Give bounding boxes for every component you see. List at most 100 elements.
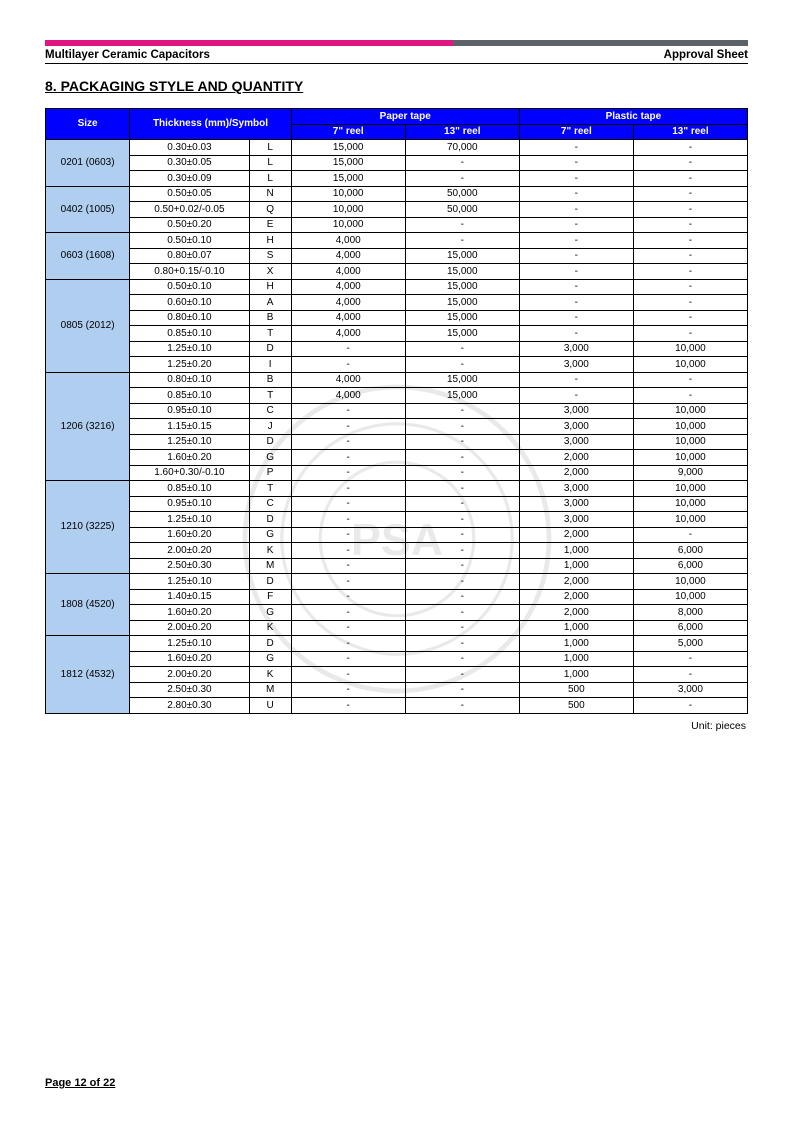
- data-cell: 4,000: [291, 264, 405, 280]
- data-cell: 3,000: [519, 512, 633, 528]
- data-cell: -: [633, 186, 747, 202]
- data-cell: -: [633, 295, 747, 311]
- data-cell: -: [291, 481, 405, 497]
- data-cell: -: [633, 372, 747, 388]
- data-cell: -: [633, 155, 747, 171]
- data-cell: 1.25±0.10: [130, 434, 249, 450]
- data-cell: 6,000: [633, 620, 747, 636]
- th-thickness: Thickness (mm)/Symbol: [130, 109, 291, 140]
- data-cell: Q: [249, 202, 291, 218]
- data-cell: 4,000: [291, 372, 405, 388]
- table-row: 1206 (3216)0.80±0.10B4,00015,000--: [46, 372, 748, 388]
- data-cell: T: [249, 481, 291, 497]
- data-cell: 3,000: [519, 434, 633, 450]
- data-cell: 1,000: [519, 667, 633, 683]
- data-cell: -: [405, 171, 519, 187]
- data-cell: 500: [519, 698, 633, 714]
- table-row: 0.80±0.10B4,00015,000--: [46, 310, 748, 326]
- data-cell: 8,000: [633, 605, 747, 621]
- table-head: Size Thickness (mm)/Symbol Paper tape Pl…: [46, 109, 748, 140]
- data-cell: -: [291, 558, 405, 574]
- data-cell: C: [249, 403, 291, 419]
- data-cell: 0.60±0.10: [130, 295, 249, 311]
- data-cell: 4,000: [291, 326, 405, 342]
- data-cell: 10,000: [633, 403, 747, 419]
- data-cell: D: [249, 512, 291, 528]
- data-cell: 15,000: [405, 264, 519, 280]
- data-cell: 10,000: [291, 186, 405, 202]
- data-cell: 10,000: [291, 202, 405, 218]
- data-cell: -: [291, 543, 405, 559]
- data-cell: K: [249, 667, 291, 683]
- data-cell: 70,000: [405, 140, 519, 156]
- data-cell: 3,000: [519, 481, 633, 497]
- data-cell: -: [633, 233, 747, 249]
- data-cell: 15,000: [405, 372, 519, 388]
- data-cell: 10,000: [633, 357, 747, 373]
- table-row: 1.60±0.20G--1,000-: [46, 651, 748, 667]
- data-cell: 15,000: [405, 295, 519, 311]
- data-cell: 2,000: [519, 527, 633, 543]
- data-cell: 10,000: [633, 450, 747, 466]
- data-cell: -: [519, 388, 633, 404]
- data-cell: -: [405, 481, 519, 497]
- th-plastic-7: 7" reel: [519, 124, 633, 140]
- th-paper-7: 7" reel: [291, 124, 405, 140]
- table-row: 0.60±0.10A4,00015,000--: [46, 295, 748, 311]
- data-cell: -: [405, 574, 519, 590]
- data-cell: -: [633, 527, 747, 543]
- data-cell: X: [249, 264, 291, 280]
- table-row: 1.25±0.10D--3,00010,000: [46, 341, 748, 357]
- data-cell: 0.50±0.10: [130, 279, 249, 295]
- data-cell: 1,000: [519, 651, 633, 667]
- table-row: 2.50±0.30M--5003,000: [46, 682, 748, 698]
- data-cell: 1.60+0.30/-0.10: [130, 465, 249, 481]
- table-row: 0603 (1608)0.50±0.10H4,000---: [46, 233, 748, 249]
- data-cell: -: [291, 450, 405, 466]
- data-cell: 15,000: [291, 171, 405, 187]
- data-cell: 1.25±0.10: [130, 636, 249, 652]
- data-cell: -: [291, 496, 405, 512]
- size-cell: 1206 (3216): [46, 372, 130, 481]
- data-cell: 4,000: [291, 248, 405, 264]
- table-row: 0.95±0.10C--3,00010,000: [46, 403, 748, 419]
- data-cell: -: [519, 233, 633, 249]
- size-cell: 1812 (4532): [46, 636, 130, 714]
- data-cell: 1.60±0.20: [130, 450, 249, 466]
- data-cell: 10,000: [633, 512, 747, 528]
- data-cell: -: [633, 667, 747, 683]
- data-cell: 2,000: [519, 450, 633, 466]
- data-cell: -: [405, 357, 519, 373]
- data-cell: 2.80±0.30: [130, 698, 249, 714]
- table-row: 0.85±0.10T4,00015,000--: [46, 388, 748, 404]
- table-row: 0.80+0.15/-0.10X4,00015,000--: [46, 264, 748, 280]
- data-cell: -: [633, 326, 747, 342]
- data-cell: -: [519, 171, 633, 187]
- table-row: 1.40±0.15F--2,00010,000: [46, 589, 748, 605]
- table-row: 1812 (4532)1.25±0.10D--1,0005,000: [46, 636, 748, 652]
- data-cell: 3,000: [519, 357, 633, 373]
- data-cell: 0.85±0.10: [130, 481, 249, 497]
- data-cell: S: [249, 248, 291, 264]
- data-cell: 4,000: [291, 233, 405, 249]
- data-cell: 0.30±0.09: [130, 171, 249, 187]
- data-cell: 50,000: [405, 186, 519, 202]
- data-cell: -: [519, 202, 633, 218]
- data-cell: 6,000: [633, 543, 747, 559]
- table-row: 0805 (2012)0.50±0.10H4,00015,000--: [46, 279, 748, 295]
- data-cell: 15,000: [405, 248, 519, 264]
- data-cell: 1.25±0.10: [130, 341, 249, 357]
- size-cell: 0603 (1608): [46, 233, 130, 280]
- data-cell: 50,000: [405, 202, 519, 218]
- table-row: 1.60+0.30/-0.10P--2,0009,000: [46, 465, 748, 481]
- th-size: Size: [46, 109, 130, 140]
- data-cell: -: [405, 667, 519, 683]
- data-cell: 3,000: [519, 496, 633, 512]
- data-cell: -: [519, 310, 633, 326]
- data-cell: 0.30±0.05: [130, 155, 249, 171]
- size-cell: 0201 (0603): [46, 140, 130, 187]
- table-row: 1.25±0.10D--3,00010,000: [46, 512, 748, 528]
- data-cell: -: [405, 512, 519, 528]
- table-row: 0.50+0.02/-0.05Q10,00050,000--: [46, 202, 748, 218]
- data-cell: -: [291, 636, 405, 652]
